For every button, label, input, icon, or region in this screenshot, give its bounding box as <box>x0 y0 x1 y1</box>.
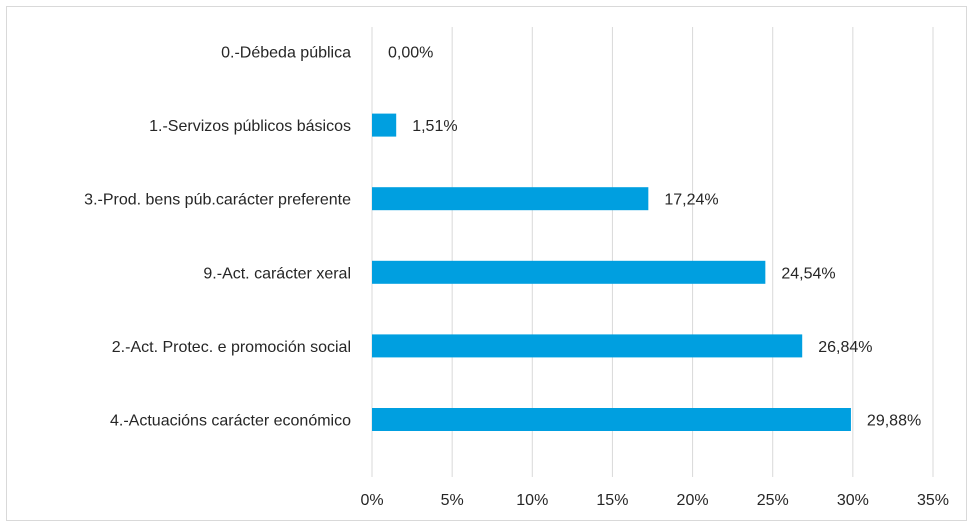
bar <box>372 187 649 211</box>
x-tick-label: 35% <box>917 492 949 509</box>
labels: 0% 5% 10% 15% 20% 25% 30% 35% 0.-Débeda pública 0… <box>84 45 949 510</box>
category-label: 2.-Act. Protec. e promoción social <box>112 339 351 356</box>
bar <box>372 113 397 137</box>
x-tick-label: 0% <box>360 492 383 509</box>
category-label: 3.-Prod. bens púb.carácter preferente <box>84 192 351 209</box>
x-tick-label: 5% <box>441 492 464 509</box>
value-label: 1,51% <box>412 118 457 135</box>
value-label: 0,00% <box>388 45 433 62</box>
category-label: 9.-Act. carácter xeral <box>203 265 351 282</box>
x-tick-label: 15% <box>596 492 628 509</box>
value-label: 24,54% <box>781 265 835 282</box>
gridlines <box>371 27 934 477</box>
value-label: 29,88% <box>867 413 921 430</box>
x-tick-label: 25% <box>757 492 789 509</box>
value-label: 26,84% <box>818 339 872 356</box>
category-label: 1.-Servizos públicos básicos <box>149 118 351 135</box>
category-label: 4.-Actuacións carácter económico <box>110 413 351 430</box>
bars <box>372 113 851 431</box>
chart-frame: 0% 5% 10% 15% 20% 25% 30% 35% 0.-Débeda pública 0… <box>6 6 967 521</box>
bar-chart: 0% 5% 10% 15% 20% 25% 30% 35% 0.-Débeda pública 0… <box>84 27 949 510</box>
value-label: 17,24% <box>664 192 718 209</box>
bar <box>372 408 851 431</box>
category-label: 0.-Débeda pública <box>221 45 351 62</box>
bar <box>372 334 803 358</box>
x-tick-label: 20% <box>677 492 709 509</box>
bar <box>372 260 766 284</box>
x-tick-label: 30% <box>837 492 869 509</box>
x-tick-label: 10% <box>516 492 548 509</box>
